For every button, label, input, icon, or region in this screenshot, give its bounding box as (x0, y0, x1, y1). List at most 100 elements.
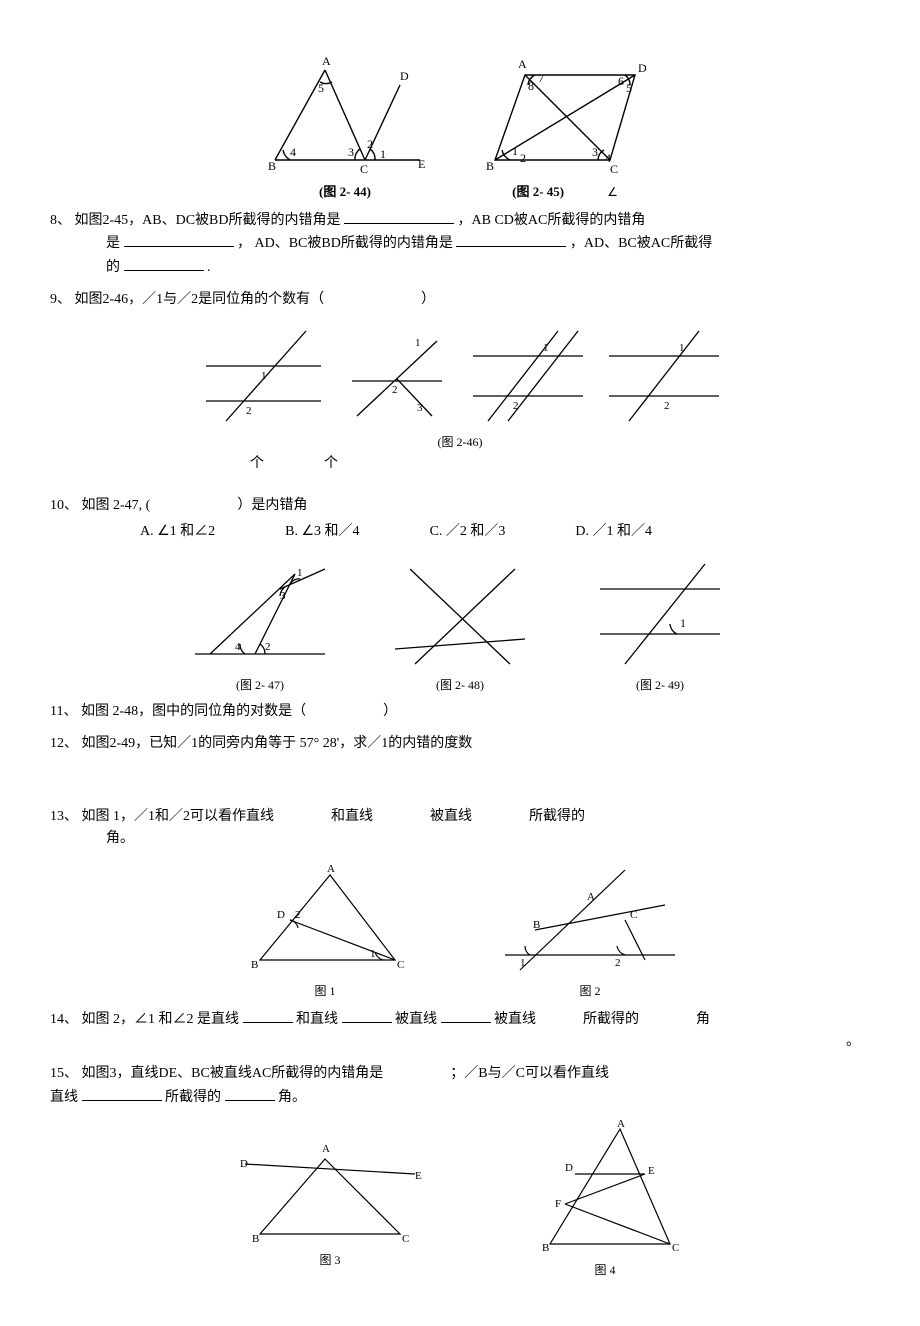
svg-text:2: 2 (295, 909, 301, 921)
q13-blank2[interactable] (377, 806, 427, 820)
question-8: 8、 如图2-45，AB、DC被BD所截得的内错角是 ，AB CD被AC所截得的… (50, 209, 870, 279)
q14-blank1[interactable] (243, 1008, 293, 1023)
svg-text:D: D (565, 1162, 573, 1174)
svg-text:A: A (587, 891, 595, 903)
q12-text: 如图2-49，已知／1的同旁内角等于 57° 28'，求／1的内错的度数 (82, 736, 473, 751)
fig-3: ADE BC 图 3 (230, 1119, 430, 1280)
svg-text:C: C (672, 1242, 679, 1254)
fig-4-caption: 图 4 (520, 1261, 690, 1280)
q13-num: 13、 (50, 809, 78, 824)
q15-blank1[interactable] (82, 1086, 162, 1101)
svg-text:2: 2 (246, 405, 252, 417)
fig-2-47-caption: (图 2- 47) (185, 676, 335, 695)
q10-text: 如图 2-47, ( (82, 498, 151, 513)
fig-2-46-d: 12 (599, 321, 729, 431)
question-13: 13、 如图 1，／1和／2可以看作直线 和直线 被直线 所截得的 角。 (50, 806, 870, 851)
svg-text:F: F (555, 1198, 561, 1210)
q14-dot: 。 (50, 1031, 870, 1053)
svg-text:1: 1 (543, 342, 549, 354)
svg-text:B: B (486, 159, 494, 173)
q14-blank2[interactable] (342, 1008, 392, 1023)
q10-optB: B. ∠3 和／4 (285, 521, 359, 543)
fig-1-caption: 图 1 (235, 982, 415, 1001)
svg-text:3: 3 (348, 145, 354, 159)
svg-text:1: 1 (380, 147, 386, 161)
svg-text:1: 1 (512, 144, 518, 158)
q15-t1: 如图3，直线DE、BC被直线AC所截得的内错角是 (82, 1066, 384, 1081)
q8-blank3[interactable] (456, 232, 566, 247)
svg-text:C: C (397, 959, 404, 971)
svg-text:2: 2 (265, 641, 271, 653)
svg-text:4: 4 (605, 151, 611, 165)
question-15: 15、 如图3，直线DE、BC被直线AC所截得的内错角是 ；／B与／C可以看作直… (50, 1063, 870, 1109)
q9-num: 9、 (50, 292, 71, 307)
q9-unit1: 个 (250, 453, 264, 475)
q15-num: 15、 (50, 1066, 78, 1081)
q8-blank4[interactable] (124, 256, 204, 271)
q15-t2: ；／B与／C可以看作直线 (450, 1066, 609, 1081)
q15-blank2[interactable] (225, 1086, 275, 1101)
svg-text:3: 3 (592, 145, 598, 159)
svg-text:4: 4 (235, 641, 241, 653)
q8-blank2[interactable] (124, 232, 234, 247)
svg-text:2: 2 (664, 400, 670, 412)
svg-text:C: C (610, 162, 618, 176)
svg-text:A: A (327, 863, 335, 875)
fig-2-46-a: 12 (191, 321, 331, 431)
q14-t6: 角 (696, 1012, 710, 1027)
svg-text:5: 5 (318, 81, 324, 95)
q10-optA: A. ∠1 和∠2 (140, 521, 215, 543)
q9-units: 个 个 (50, 453, 870, 475)
fig-2-47: 13 4 2 (图 2- 47) (185, 554, 335, 695)
trail-angle: ∠ (607, 185, 618, 199)
svg-text:1: 1 (297, 567, 303, 579)
svg-text:1: 1 (370, 948, 376, 960)
question-11: 11、 如图 2-48，图中的同位角的对数是（ ） (50, 701, 870, 723)
q13-t3: 被直线 (430, 809, 472, 824)
svg-text:B: B (542, 1242, 549, 1254)
q8-t4: ， AD、BC被BD所截得的内错角是 (237, 236, 453, 251)
svg-text:5: 5 (626, 81, 632, 95)
svg-text:3: 3 (280, 590, 286, 602)
fig-2-45: A D B C 78 65 12 34 (图 2- 45) ∠ (470, 50, 660, 203)
svg-text:D: D (277, 909, 285, 921)
svg-text:6: 6 (618, 74, 624, 88)
fig-2-46-c: 12 (463, 321, 593, 431)
q13-t5: 角。 (50, 831, 134, 846)
question-9: 9、 如图2-46，／1与／2是同位角的个数有（ ） (50, 289, 870, 311)
svg-text:1: 1 (520, 957, 526, 969)
q13-blank1[interactable] (278, 806, 328, 820)
question-12: 12、 如图2-49，已知／1的同旁内角等于 57° 28'，求／1的内错的度数 (50, 733, 870, 755)
fig-2-49: 1 (图 2- 49) (585, 554, 735, 695)
q13-t2: 和直线 (331, 809, 373, 824)
svg-text:1: 1 (415, 337, 421, 349)
svg-text:3: 3 (417, 402, 423, 414)
fig-2-48-caption: (图 2- 48) (385, 676, 535, 695)
svg-text:4: 4 (290, 145, 296, 159)
q14-blank3[interactable] (441, 1008, 491, 1023)
svg-text:A: A (322, 54, 331, 68)
fig-2-45-caption: (图 2- 45) (512, 184, 564, 199)
q12-num: 12、 (50, 736, 78, 751)
q15-t5: 角。 (278, 1090, 306, 1105)
svg-text:D: D (638, 61, 647, 75)
fig-3-caption: 图 3 (230, 1251, 430, 1270)
q9-gap (328, 289, 418, 303)
fig-2-46-caption: (图 2-46) (50, 433, 870, 452)
question-14: 14、 如图 2，∠1 和∠2 是直线 和直线 被直线 被直线 所截得的 角 。 (50, 1008, 870, 1054)
q8-t7: . (207, 260, 211, 275)
svg-text:E: E (648, 1165, 655, 1177)
svg-text:A: A (518, 57, 527, 71)
q11-num: 11、 (50, 704, 77, 719)
svg-text:C: C (402, 1233, 409, 1245)
fig-1: ABC D21 图 1 (235, 860, 415, 1001)
svg-text:A: A (322, 1143, 330, 1155)
svg-text:1: 1 (680, 616, 686, 630)
svg-text:8: 8 (528, 79, 534, 93)
q13-blank3[interactable] (476, 806, 526, 820)
q11-text: 如图 2-48，图中的同位角的对数是（ (81, 704, 306, 719)
svg-text:7: 7 (538, 71, 544, 85)
q8-t2: ，AB CD被AC所截得的内错角 (458, 213, 646, 228)
q8-blank1[interactable] (344, 209, 454, 224)
svg-text:C: C (630, 909, 637, 921)
